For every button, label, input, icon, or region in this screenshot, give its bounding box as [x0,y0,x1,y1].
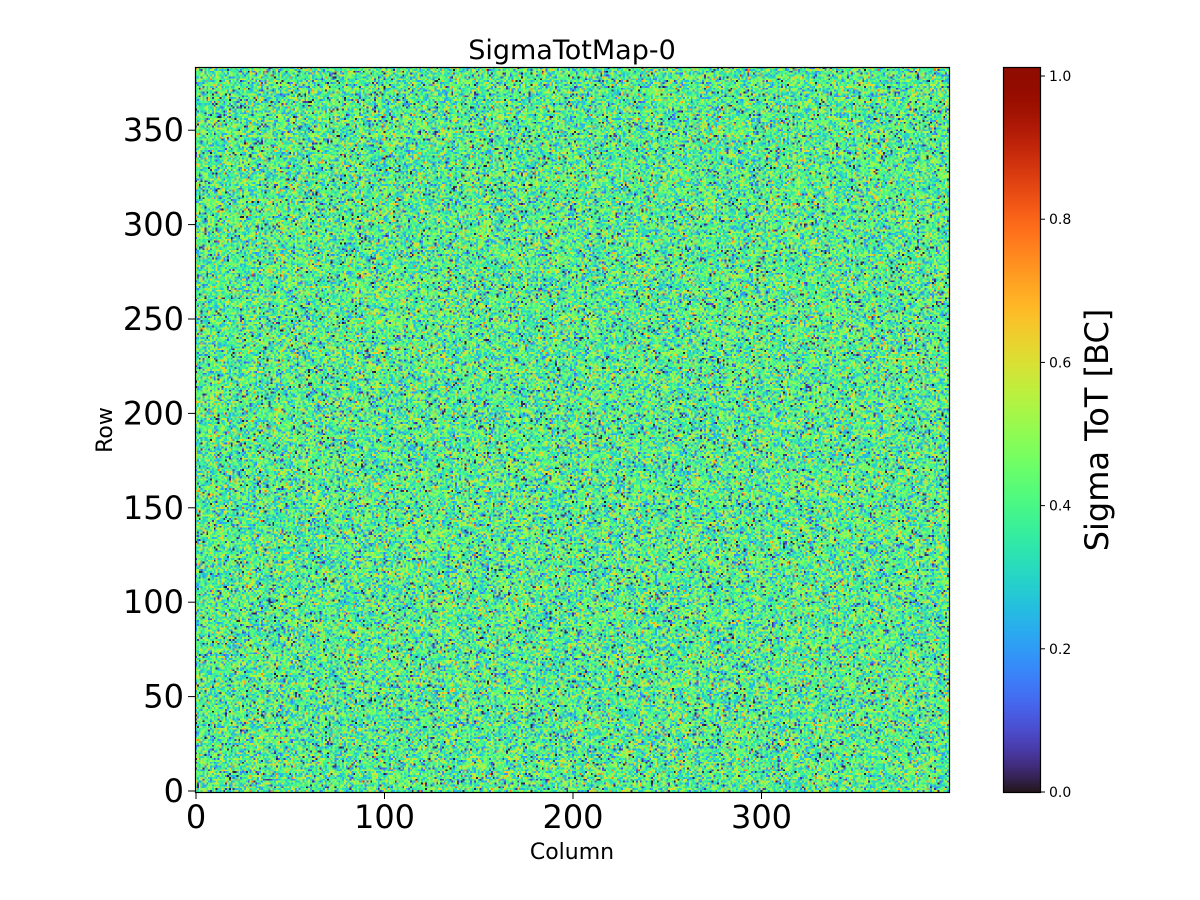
chart-title: SigmaTotMap-0 [468,35,676,66]
y-tick-label: 350 [123,111,184,149]
colorbar-tick-label: 0.8 [1049,212,1071,228]
plot-frame [194,66,951,794]
colorbar-frame [1002,66,1042,794]
colorbar-label: Sigma ToT [BC] [1078,309,1116,552]
colorbar [1003,67,1040,792]
y-tick-label: 0 [164,772,184,810]
x-tick-label: 100 [354,798,415,836]
y-tick-label: 200 [123,394,184,432]
colorbar-tick-label: 0.4 [1049,499,1071,515]
colorbar-tick-label: 0.2 [1049,642,1071,658]
colorbar-tick-label: 0.0 [1049,785,1071,801]
colorbar-tick-label: 0.6 [1049,355,1071,371]
y-tick-label: 50 [143,678,184,716]
y-axis-label: Row [93,407,118,453]
x-tick-label: 0 [186,798,206,836]
colorbar-tick-label: 1.0 [1049,69,1071,85]
y-tick-label: 250 [123,300,184,338]
y-tick-label: 100 [123,583,184,621]
x-axis-label: Column [530,840,614,865]
y-tick-label: 150 [123,489,184,527]
heatmap-image [195,67,949,792]
x-tick-label: 300 [731,798,792,836]
x-tick-label: 200 [542,798,603,836]
y-tick-label: 300 [123,206,184,244]
